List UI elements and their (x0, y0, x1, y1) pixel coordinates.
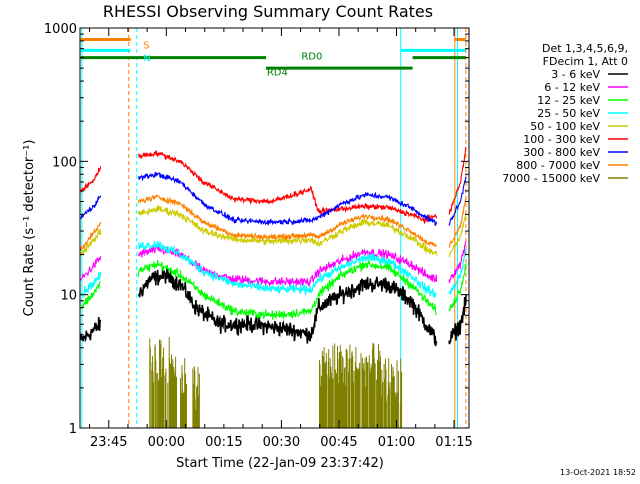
series-line (80, 195, 102, 220)
legend-label: 50 - 100 keV (530, 120, 600, 133)
series-line (80, 316, 102, 343)
legend-header: FDecim 1, Att 0 (543, 55, 628, 68)
series-line (448, 176, 467, 226)
legend-label: 100 - 300 keV (523, 133, 600, 146)
annotation-rd4: RD4 (267, 68, 288, 79)
x-tick-label: 00:15 (205, 435, 242, 450)
chart-title: RHESSI Observing Summary Count Rates (103, 2, 433, 21)
x-tick-label: 01:15 (435, 435, 472, 450)
legend-label: 800 - 7000 keV (516, 159, 600, 172)
series-bursty (149, 337, 403, 428)
x-axis: 23:45 00:00 00:15 00:30 00:45 01:00 01:15 (89, 28, 473, 450)
series-line (137, 193, 437, 247)
bursty-line (149, 337, 403, 428)
series-line (448, 295, 467, 345)
x-tick-label: 23:45 (90, 435, 127, 450)
series-6 (80, 171, 467, 227)
series-line (137, 150, 438, 225)
legend-label: 3 - 6 keV (551, 68, 600, 81)
series-line (137, 171, 438, 227)
series-line (80, 271, 102, 299)
x-tick-label: 01:00 (378, 435, 415, 450)
series-line (448, 213, 467, 258)
plot-area: SN RD0 RD4 (80, 28, 467, 428)
series-0 (80, 267, 467, 347)
series-line (137, 205, 438, 256)
series-4 (80, 205, 467, 258)
x-axis-label: Start Time (22-Jan-09 23:37:42) (176, 456, 384, 471)
series-line (137, 240, 437, 299)
annotation-s: S (143, 41, 149, 52)
series-2 (80, 259, 467, 320)
series-line (448, 263, 467, 312)
annotation-n: N (143, 54, 150, 65)
series-line (448, 197, 467, 248)
plot-frame (79, 27, 470, 429)
timestamp: 13-Oct-2021 18:52 (560, 468, 636, 477)
legend-label: 6 - 12 keV (544, 81, 600, 94)
series-3 (80, 240, 467, 299)
y-tick-label: 10 (60, 289, 77, 304)
y-tick-label: 1000 (44, 22, 77, 37)
series-line (80, 222, 102, 251)
legend-label: 7000 - 15000 keV (502, 172, 600, 185)
y-axis: 1 10 100 1000 (44, 22, 469, 437)
series-line (80, 166, 102, 193)
series-line (448, 247, 467, 296)
series-line (137, 259, 437, 320)
y-tick-label: 100 (52, 155, 77, 170)
series-7 (80, 193, 467, 251)
legend-label: 12 - 25 keV (537, 94, 600, 107)
series-line (138, 267, 438, 347)
y-tick-label: 1 (69, 422, 77, 437)
x-tick-label: 00:45 (320, 435, 357, 450)
series-line (80, 228, 102, 257)
legend-header: Det 1,3,4,5,6,9, (542, 42, 628, 55)
legend: Det 1,3,4,5,6,9,FDecim 1, Att 03 - 6 keV… (502, 42, 628, 185)
series-5 (80, 146, 467, 225)
y-axis-label: Count Rate (s⁻¹ detector⁻¹) (22, 140, 37, 317)
legend-label: 25 - 50 keV (537, 107, 600, 120)
annotation-rd0: RD0 (301, 52, 322, 63)
series-line (448, 146, 467, 215)
legend-label: 300 - 800 keV (523, 146, 600, 159)
series-line (448, 241, 467, 284)
series-line (80, 281, 101, 310)
x-tick-label: 00:00 (148, 435, 185, 450)
x-tick-label: 00:30 (263, 435, 300, 450)
series-line (80, 255, 102, 281)
